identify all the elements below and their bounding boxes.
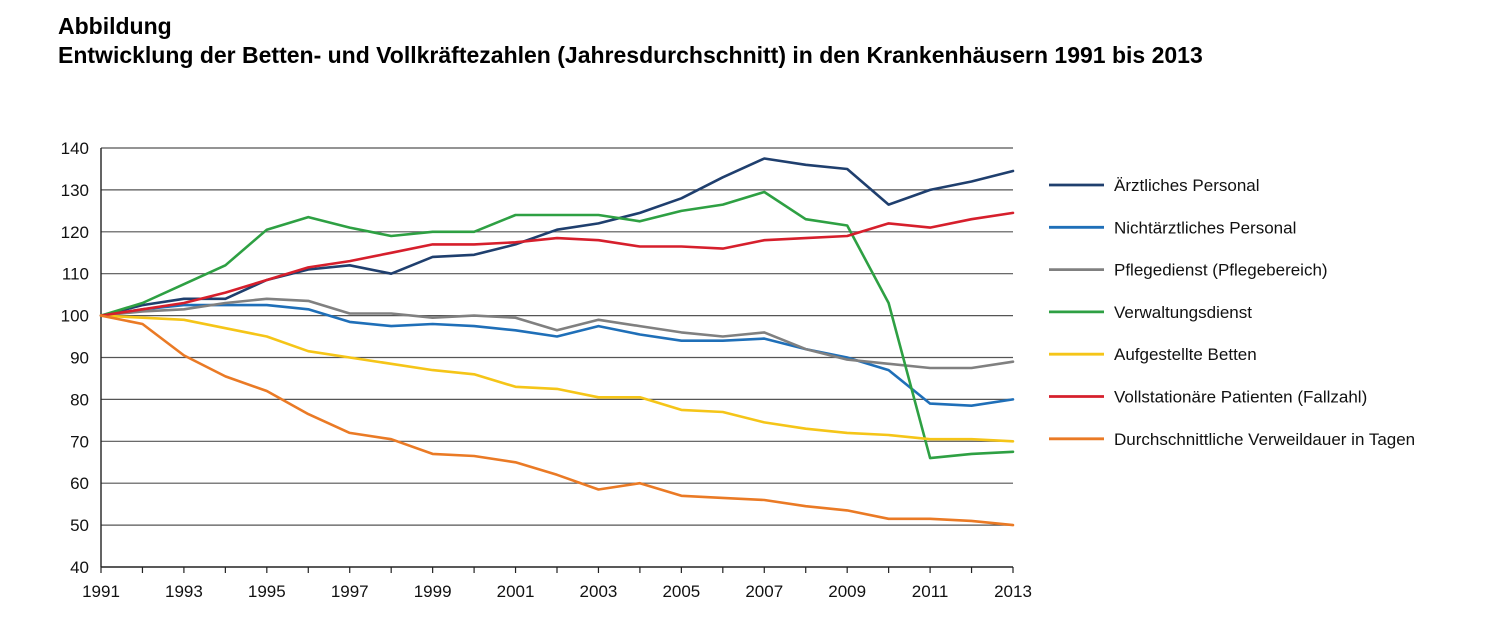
x-tick-label: 1995 [248,582,286,601]
x-tick-label: 2009 [828,582,866,601]
x-tick-label: 1991 [82,582,120,601]
series-line-7 [99,314,1015,527]
series-line-5 [99,314,1015,443]
legend-label: Vollstationäre Patienten (Fallzahl) [1114,388,1367,407]
legend-label: Pflegedienst (Pflegebereich) [1114,261,1328,280]
y-tick-label: 80 [70,390,89,409]
x-tick-label: 2013 [994,582,1032,601]
y-tick-label: 70 [70,432,89,451]
series-line-6 [99,211,1015,317]
y-axis-ticks: 40 50 60 70 80 90 100 110 120 130 140 [61,139,89,577]
x-tick-label: 1993 [165,582,203,601]
series-lines [99,157,1015,527]
y-tick-label: 90 [70,349,89,368]
y-tick-label: 100 [61,307,89,326]
y-tick-label: 60 [70,474,89,493]
x-tick-label: 1997 [331,582,369,601]
figure-title: Entwicklung der Betten- und Vollkräfteza… [58,42,1203,68]
x-tick-label: 2005 [662,582,700,601]
y-tick-label: 130 [61,181,89,200]
y-tick-label: 110 [62,265,89,284]
legend-label: Ärztliches Personal [1114,176,1260,195]
series-line-2 [99,303,1015,408]
series-line-3 [99,297,1015,370]
x-tick-label: 2007 [745,582,783,601]
legend: Ärztliches Personal Nichtärztliches Perso… [1049,176,1415,449]
series-line-4 [99,190,1015,460]
x-tick-label: 2001 [497,582,535,601]
x-axis-ticks: 1991 1993 1995 1997 1999 2001 2003 2005 2007 2009… [82,567,1032,601]
y-tick-label: 50 [70,516,89,535]
x-tick-label: 2003 [580,582,618,601]
legend-label: Durchschnittliche Verweildauer in Tagen [1114,430,1415,449]
legend-label: Aufgestellte Betten [1114,345,1257,364]
legend-label: Nichtärztliches Personal [1114,218,1296,237]
legend-label: Verwaltungsdienst [1114,303,1252,322]
y-tick-label: 120 [61,223,89,242]
x-tick-label: 1999 [414,582,452,601]
x-tick-label: 2011 [912,582,949,601]
y-tick-label: 40 [70,558,89,577]
figure-heading: Abbildung Entwicklung der Betten- und Vo… [58,12,1203,70]
y-tick-label: 140 [61,139,89,158]
figure-label: Abbildung [58,13,172,39]
series-line-1 [99,157,1015,317]
